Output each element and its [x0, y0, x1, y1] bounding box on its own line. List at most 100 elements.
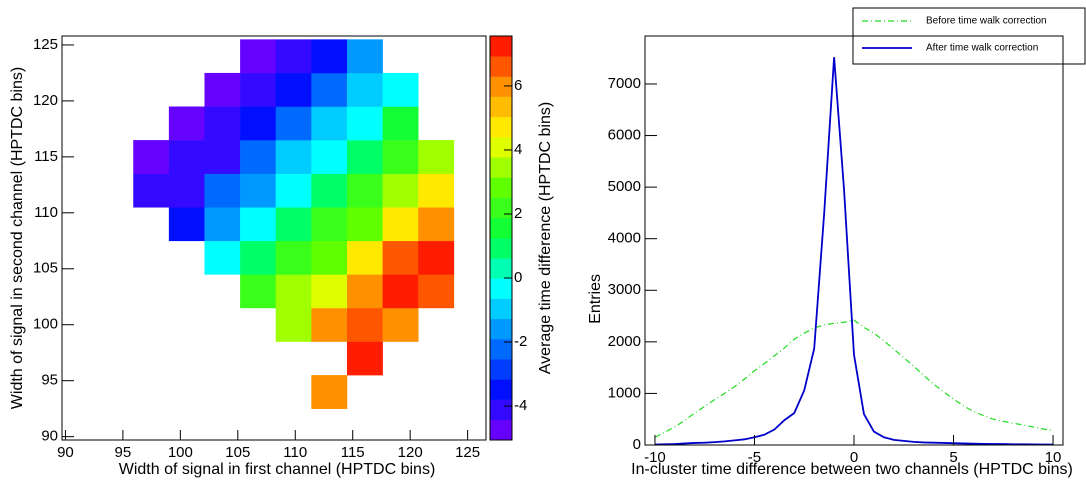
heatmap-cell — [240, 140, 277, 174]
heatmap-cell — [204, 72, 241, 107]
heatmap-cell — [311, 106, 348, 141]
series-line — [654, 319, 1054, 438]
heatmap-cell — [382, 240, 419, 275]
y-tick-label: 3000 — [608, 281, 641, 298]
x-tick-label: 110 — [283, 444, 307, 461]
colorbar-title: Average time difference (HPTDC bins) — [537, 102, 554, 374]
heatmap-cell — [311, 240, 348, 275]
heatmap-cell — [240, 207, 277, 242]
colorbar-cell — [490, 318, 512, 340]
colorbar-cell — [490, 339, 512, 360]
heatmap-cell — [275, 140, 312, 174]
heatmap-cell — [418, 207, 455, 242]
colorbar-cell — [490, 217, 512, 239]
heatmap-cell — [275, 106, 312, 141]
heatmap-cell — [204, 240, 241, 275]
colorbar-cell — [490, 359, 512, 380]
heatmap-cell — [275, 307, 312, 342]
x-tick-label: 125 — [455, 444, 480, 461]
heatmap-cell — [275, 207, 312, 242]
x-axis-title: Width of signal in first channel (HPTDC … — [119, 461, 436, 478]
heatmap-cell — [346, 72, 383, 107]
heatmap-cell — [168, 106, 205, 141]
colorbar-cell — [490, 278, 512, 299]
heatmap-cell — [311, 274, 348, 309]
y-tick-label: 6000 — [608, 127, 641, 144]
colorbar-tick-label: 4 — [514, 141, 522, 158]
y-tick-label: 0 — [633, 436, 641, 453]
y-tick-label: 4000 — [608, 230, 641, 247]
x-axis-title: In-cluster time difference between two c… — [631, 461, 1073, 478]
heatmap-cell — [168, 207, 205, 242]
x-tick-label: 100 — [168, 444, 193, 461]
heatmap-cell — [168, 140, 205, 174]
legend-label: After time walk correction — [926, 43, 1038, 54]
colorbar-frame — [489, 35, 513, 441]
x-tick-label: -10 — [644, 449, 666, 466]
heatmap-cell — [382, 140, 419, 174]
heatmap-cell — [311, 39, 348, 74]
heatmap-cell — [346, 341, 383, 376]
x-tick-label: -5 — [748, 449, 761, 466]
y-tick-label: 90 — [41, 428, 58, 445]
heatmap-cell — [204, 173, 241, 208]
heatmap-cell — [346, 274, 383, 309]
x-tick-label: 120 — [398, 444, 423, 461]
y-axis-title: Width of signal in second channel (HPTDC… — [9, 67, 26, 409]
colorbar-tick-label: -4 — [514, 397, 527, 414]
colorbar-cell — [490, 137, 512, 158]
colorbar-cell — [490, 399, 512, 421]
y-tick-label: 1000 — [608, 384, 641, 401]
colorbar-cell — [490, 96, 512, 118]
heatmap-cell — [418, 173, 455, 208]
heatmap-cell — [275, 39, 312, 74]
heatmap-cell — [346, 307, 383, 342]
heatmap-cell — [346, 39, 383, 74]
heatmap-cell — [382, 106, 419, 141]
colorbar-tick-label: 6 — [514, 77, 522, 94]
heatmap-cell — [346, 140, 383, 174]
heatmap-cell — [418, 140, 455, 174]
heatmap-cell — [275, 173, 312, 208]
y-tick-label: 100 — [33, 316, 58, 333]
x-tick-label: 5 — [949, 449, 957, 466]
y-tick-label: 115 — [34, 148, 58, 165]
y-tick-label: 2000 — [608, 333, 641, 350]
heatmap-cell — [240, 39, 277, 74]
heatmap-cell — [133, 173, 170, 208]
x-tick-label: 105 — [225, 444, 250, 461]
y-tick-label: 105 — [33, 260, 58, 277]
colorbar-cell — [490, 419, 512, 441]
plot-frame — [61, 35, 487, 441]
heatmap-cell — [382, 207, 419, 242]
heatmap-cell — [204, 140, 241, 174]
y-tick-label: 7000 — [608, 75, 641, 92]
heatmap-cell — [240, 240, 277, 275]
colorbar-cell — [490, 298, 512, 320]
colorbar-cell — [490, 177, 512, 198]
x-tick-label: 95 — [115, 444, 132, 461]
heatmap-cell — [382, 72, 419, 107]
colorbar-cell — [490, 56, 512, 77]
x-tick-label: 90 — [57, 444, 74, 461]
heatmap-cell — [311, 72, 348, 107]
x-tick-label: 0 — [850, 449, 858, 466]
colorbar-tick-label: -2 — [514, 333, 527, 350]
heatmap-cell — [382, 173, 419, 208]
heatmap-cell — [240, 72, 277, 107]
heatmap-cell — [311, 140, 348, 174]
colorbar-cell — [490, 116, 512, 138]
heatmap-cell — [275, 274, 312, 309]
heatmap-cell — [133, 140, 170, 174]
heatmap-cell — [346, 106, 383, 141]
heatmap-cell — [311, 207, 348, 242]
heatmap-cell — [346, 207, 383, 242]
colorbar-cell — [490, 76, 512, 97]
heatmap-cell — [311, 375, 348, 409]
y-tick-label: 5000 — [608, 178, 641, 195]
colorbar-cell — [490, 197, 512, 219]
colorbar-tick-label: 0 — [514, 269, 522, 286]
heatmap-cell — [418, 240, 455, 275]
